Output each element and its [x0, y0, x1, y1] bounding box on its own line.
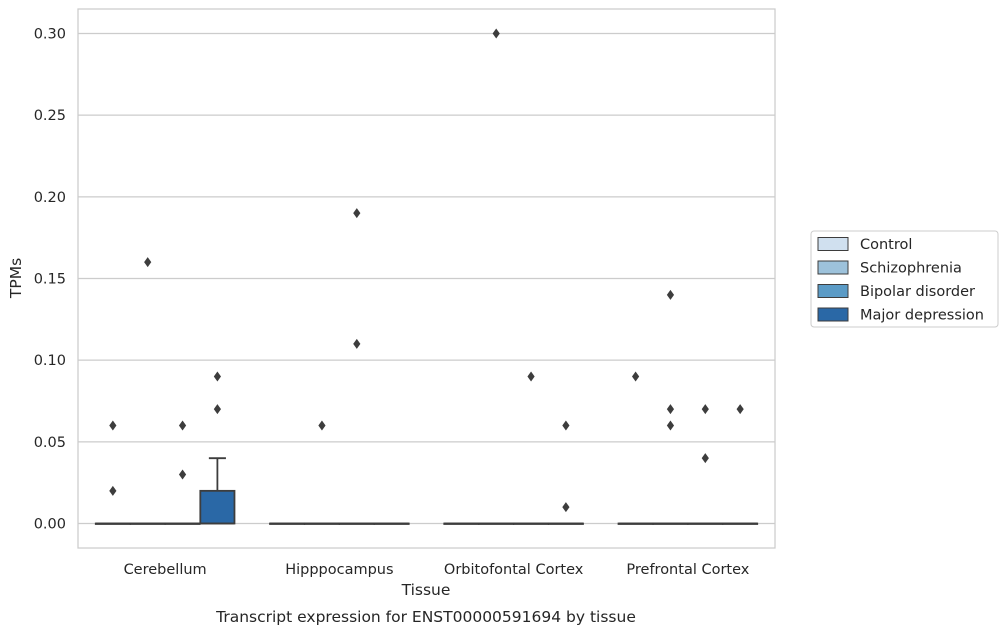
series-group: [199, 371, 759, 525]
outlier-point: [666, 404, 675, 415]
plot-frame: [77, 8, 776, 549]
y-tick-label: 0.10: [34, 353, 66, 369]
x-tick-label: Cerebellum: [124, 562, 207, 578]
legend-label: Control: [860, 237, 912, 253]
outlier-point: [213, 371, 221, 382]
outlier-point: [701, 453, 709, 464]
x-axis-label: Tissue: [401, 581, 451, 599]
y-tick-label: 0.20: [34, 190, 66, 206]
x-tick-label: Orbitofontal Cortex: [444, 562, 584, 578]
y-tick-label: 0.15: [34, 272, 66, 288]
x-tick-label: Hipppocampus: [285, 562, 393, 578]
outlier-point: [178, 469, 187, 480]
outlier-point: [353, 338, 361, 349]
y-tick-label: 0.25: [34, 108, 66, 124]
legend-swatch: [817, 307, 849, 322]
legend-label: Bipolar disorder: [860, 284, 975, 300]
x-tick-label: Prefrontal Cortex: [626, 562, 749, 578]
y-tick-label: 0.30: [34, 27, 66, 43]
legend-swatch: [817, 284, 849, 298]
outlier-point: [701, 404, 709, 415]
outlier-point: [144, 257, 152, 268]
x-tick-labels: Cerebellum Hipppocampus Orbitofontal Corte…: [124, 562, 750, 578]
outlier-point: [492, 28, 500, 39]
y-tick-label: 0.05: [34, 435, 66, 451]
legend-swatch: [817, 237, 849, 251]
series-group: [94, 371, 654, 525]
outlier-point: [213, 404, 221, 415]
outlier-point: [562, 420, 570, 431]
y-axis-label: TPMs: [7, 258, 25, 299]
legend-swatch: [817, 260, 849, 275]
outlier-point: [109, 485, 117, 496]
legend-items: Control Schizophrenia Bipolar disorder Majo…: [817, 237, 984, 324]
outlier-point: [666, 420, 675, 431]
outlier-point: [562, 502, 570, 513]
outlier-point: [666, 289, 675, 300]
box: [199, 489, 236, 525]
outlier-point: [109, 420, 117, 431]
outlier-point: [527, 371, 535, 382]
y-tick-label: 0.00: [34, 517, 66, 533]
legend: Control Schizophrenia Bipolar disorder Majo…: [810, 230, 999, 328]
outlier-point: [736, 404, 744, 415]
figure-caption: Transcript expression for ENST0000059169…: [215, 608, 636, 626]
box-series: [94, 28, 759, 525]
legend-label: Schizophrenia: [860, 261, 962, 277]
legend-label: Major depression: [860, 308, 984, 324]
outlier-point: [353, 208, 361, 219]
y-tick-labels: 0.00 0.05 0.10 0.15 0.20 0.25 0.30: [34, 27, 66, 533]
outlier-point: [632, 371, 640, 382]
outlier-point: [178, 420, 187, 431]
legend-frame: [810, 230, 999, 328]
outlier-point: [318, 420, 326, 431]
series-group: [164, 208, 724, 525]
